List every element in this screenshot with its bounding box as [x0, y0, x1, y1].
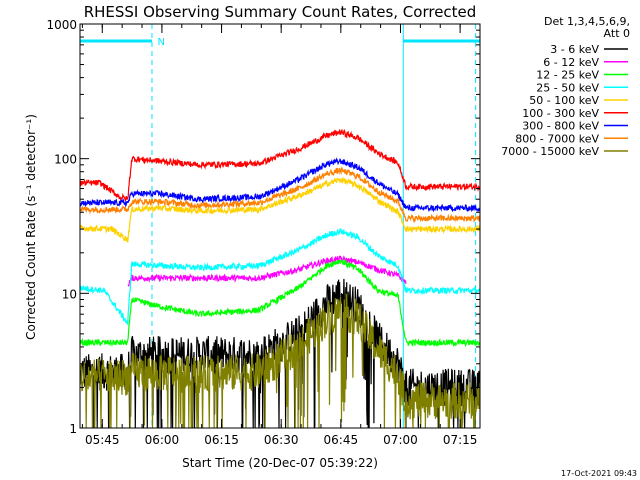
x-tick-label: 06:30 — [264, 433, 299, 447]
series-line-2 — [80, 259, 480, 348]
series-line-1 — [127, 255, 407, 288]
y-tick-label: 1000 — [46, 18, 77, 32]
x-tick-label: 07:15 — [443, 433, 478, 447]
series-line-3 — [80, 228, 480, 325]
legend-label: 800 - 7000 keV — [515, 132, 599, 145]
series-line-0 — [80, 278, 480, 428]
legend-label: 50 - 100 keV — [529, 94, 599, 107]
series-line-5 — [80, 129, 480, 202]
chart-title: RHESSI Observing Summary Count Rates, Co… — [84, 3, 477, 21]
legend-header-line-1: Det 1,3,4,5,6,9, — [544, 15, 630, 28]
legend-label: 25 - 50 keV — [536, 81, 599, 94]
series-line-7 — [80, 166, 480, 224]
x-tick-label: 06:00 — [145, 433, 180, 447]
legend-label: 12 - 25 keV — [536, 69, 599, 82]
legend-label: 100 - 300 keV — [522, 107, 599, 120]
series-line-4 — [80, 177, 480, 243]
legend-label: 3 - 6 keV — [550, 43, 599, 56]
timestamp: 17-Oct-2021 09:43 — [561, 469, 637, 478]
legend-label: 6 - 12 keV — [543, 56, 599, 69]
x-tick-label: 07:00 — [383, 433, 418, 447]
saa-marker-label: N — [158, 37, 165, 48]
y-tick-label: 1 — [69, 422, 77, 436]
legend-label: 300 - 800 keV — [522, 120, 599, 133]
legend-header-line-2: Att 0 — [604, 27, 630, 40]
x-tick-label: 06:15 — [204, 433, 239, 447]
series-line-6 — [80, 157, 480, 213]
x-axis-label: Start Time (20-Dec-07 05:39:22) — [182, 456, 378, 470]
y-tick-label: 100 — [54, 153, 77, 167]
y-tick-label: 10 — [62, 287, 77, 301]
x-tick-label: 05:45 — [85, 433, 120, 447]
legend-label: 7000 - 15000 keV — [501, 145, 599, 158]
x-tick-label: 06:45 — [324, 433, 359, 447]
plot-frame — [79, 23, 481, 429]
y-axis-label: Corrected Count Rate (s⁻¹ detector⁻¹) — [24, 114, 38, 340]
series-line-8 — [80, 293, 480, 428]
